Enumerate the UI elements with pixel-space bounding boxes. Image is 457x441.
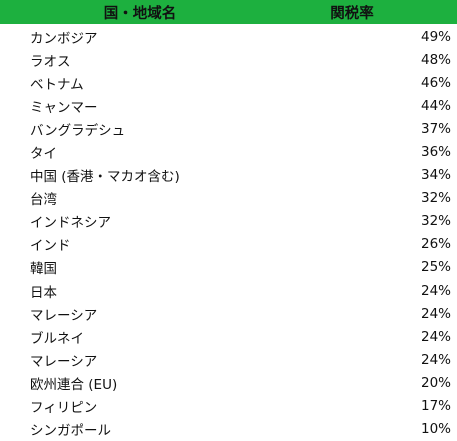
- table-row: 韓国 25%: [0, 256, 457, 279]
- tariff-rate: 34%: [420, 167, 451, 184]
- tariff-rate: 26%: [420, 236, 451, 253]
- tariff-rate: 46%: [420, 74, 451, 91]
- tariff-rate: 48%: [420, 51, 451, 68]
- table-row: フィリピン 17%: [0, 395, 457, 418]
- table-row: ブルネイ 24%: [0, 325, 457, 348]
- column-header-rate: 関税率: [330, 5, 374, 22]
- tariff-rate: 37%: [420, 120, 451, 137]
- country-name: カンボジア: [30, 30, 98, 47]
- tariff-rate: 25%: [420, 259, 451, 276]
- tariff-rate: 17%: [420, 398, 451, 415]
- table-row: 日本 24%: [0, 279, 457, 302]
- tariff-rate: 49%: [420, 28, 451, 45]
- country-name: 中国 (香港・マカオ含む): [30, 169, 180, 186]
- country-name: 欧州連合 (EU): [30, 376, 118, 393]
- country-name: バングラデシュ: [30, 122, 126, 139]
- country-name: フィリピン: [30, 400, 98, 417]
- tariff-rate: 24%: [420, 328, 451, 345]
- country-name: インド: [30, 238, 71, 255]
- table-header: 国・地域名 関税率: [0, 0, 457, 24]
- tariff-rate: 36%: [420, 144, 451, 161]
- table-row: インドネシア 32%: [0, 210, 457, 233]
- table-row: バングラデシュ 37%: [0, 117, 457, 140]
- table-body: カンボジア 49% ラオス 48% ベトナム 46% ミャンマー 44% バングラデシュ 37% タ…: [0, 24, 457, 441]
- country-name: マレーシア: [30, 353, 98, 370]
- table-row: ラオス 48%: [0, 48, 457, 71]
- table-row: マレーシア 24%: [0, 302, 457, 325]
- tariff-rate: 10%: [420, 421, 451, 438]
- tariff-rate: 24%: [420, 282, 451, 299]
- table-row: マレーシア 24%: [0, 348, 457, 371]
- tariff-rate: 44%: [420, 97, 451, 114]
- table-row: 欧州連合 (EU) 20%: [0, 371, 457, 394]
- country-name: 日本: [30, 284, 57, 301]
- table-row: タイ 36%: [0, 140, 457, 163]
- country-name: タイ: [30, 146, 57, 163]
- column-header-country: 国・地域名: [103, 5, 177, 22]
- table-row: インド 26%: [0, 233, 457, 256]
- country-name: ラオス: [30, 53, 71, 70]
- country-name: インドネシア: [30, 215, 111, 232]
- country-name: 台湾: [30, 192, 57, 209]
- tariff-rate: 24%: [420, 351, 451, 368]
- table-row: カンボジア 49%: [0, 25, 457, 48]
- tariff-rate: 32%: [420, 213, 451, 230]
- table-row: 中国 (香港・マカオ含む) 34%: [0, 164, 457, 187]
- country-name: ブルネイ: [30, 330, 84, 347]
- table-row: 台湾 32%: [0, 187, 457, 210]
- table-row: ミャンマー 44%: [0, 94, 457, 117]
- country-name: シンガポール: [30, 423, 111, 440]
- tariff-rate: 32%: [420, 190, 451, 207]
- country-name: ベトナム: [30, 76, 84, 93]
- country-name: 韓国: [30, 261, 57, 278]
- table-row: ベトナム 46%: [0, 71, 457, 94]
- country-name: マレーシア: [30, 307, 98, 324]
- tariff-rate: 24%: [420, 305, 451, 322]
- tariff-rate: 20%: [420, 374, 451, 391]
- table-row: シンガポール 10%: [0, 418, 457, 441]
- country-name: ミャンマー: [30, 99, 98, 116]
